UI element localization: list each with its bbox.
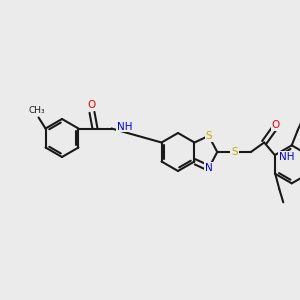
- Text: O: O: [88, 100, 96, 110]
- Text: S: S: [206, 131, 212, 141]
- Text: NH: NH: [116, 122, 132, 131]
- Text: O: O: [272, 120, 280, 130]
- Text: CH₃: CH₃: [28, 106, 45, 115]
- Text: S: S: [231, 147, 238, 157]
- Text: N: N: [205, 163, 213, 173]
- Text: NH: NH: [279, 152, 294, 162]
